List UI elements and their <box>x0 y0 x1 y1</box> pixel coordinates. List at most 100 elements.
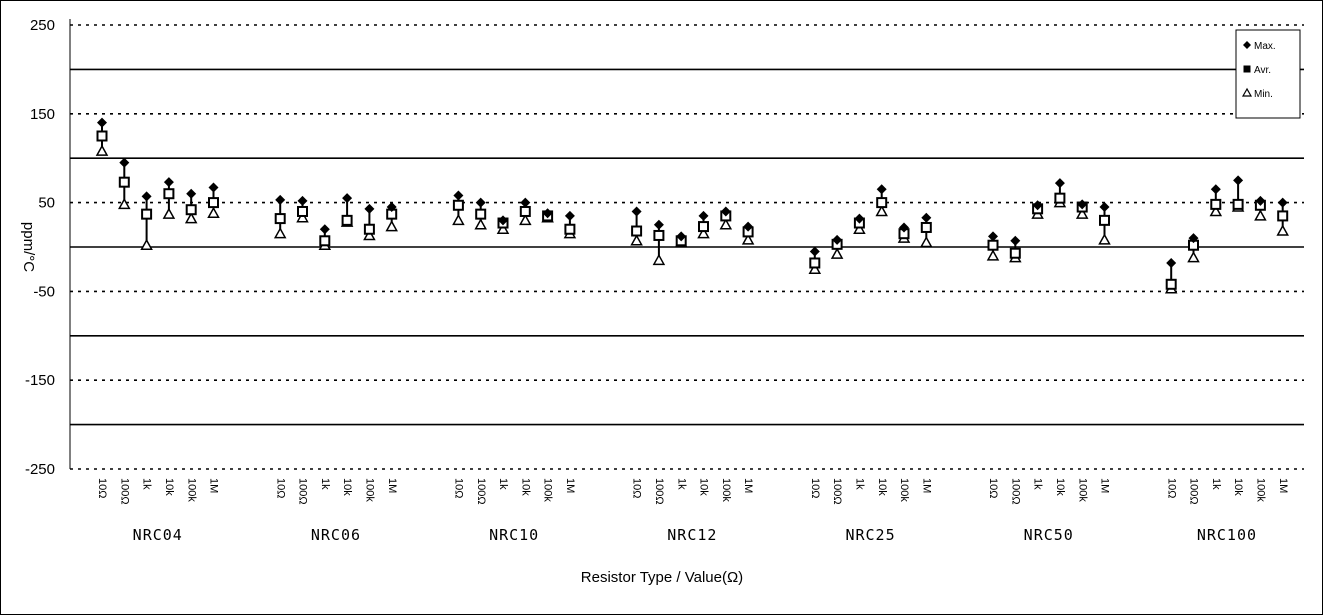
x-category-label: 1k <box>1210 478 1222 490</box>
x-category-label: 1M <box>1099 478 1111 493</box>
max-marker <box>698 210 709 221</box>
avg-marker <box>1009 247 1021 259</box>
min-marker <box>273 227 287 239</box>
min-marker <box>1187 251 1200 263</box>
x-category-label: 1M <box>564 478 576 493</box>
x-category-label: 10k <box>1232 478 1244 496</box>
max-marker <box>988 231 998 242</box>
max-marker <box>1077 199 1088 210</box>
avg-marker <box>274 213 286 225</box>
min-marker <box>697 227 710 239</box>
x-category-label: 100Ω <box>653 478 665 505</box>
max-marker <box>1277 197 1288 208</box>
x-category-label: 1k <box>1032 478 1044 490</box>
grid <box>69 19 1304 470</box>
x-category-label: 1M <box>742 478 754 493</box>
y-tick-labels: 250 150 50 -50 -150 -250 <box>25 17 55 478</box>
x-category-label: 1M <box>920 478 932 493</box>
max-marker <box>1054 178 1065 189</box>
min-marker <box>1098 233 1111 245</box>
x-category-label: 100k <box>542 478 554 502</box>
max-marker <box>498 215 508 226</box>
x-category-label: 1k <box>319 478 331 490</box>
max-marker <box>475 197 486 208</box>
avg-marker <box>452 199 464 211</box>
max-marker <box>1010 235 1021 246</box>
min-marker <box>719 218 733 230</box>
min-marker <box>652 253 666 266</box>
min-marker <box>741 233 755 245</box>
max-marker <box>809 246 820 257</box>
x-category-label: 100Ω <box>118 478 130 505</box>
y-tick-label: -250 <box>25 461 55 478</box>
max-marker <box>386 202 397 213</box>
max-marker <box>921 212 932 223</box>
max-marker <box>364 203 375 214</box>
x-category-label: 10Ω <box>96 478 108 498</box>
avg-marker <box>1232 198 1244 210</box>
max-marker <box>186 188 197 199</box>
min-marker <box>1075 207 1089 219</box>
min-marker <box>207 206 220 219</box>
group-label: NRC10 <box>489 526 539 544</box>
avg-marker <box>96 130 108 142</box>
max-marker <box>743 221 754 232</box>
avg-marker <box>920 221 932 233</box>
x-category-label: 10Ω <box>987 478 999 498</box>
max-marker <box>832 234 843 245</box>
avg-marker <box>1277 210 1289 222</box>
min-marker <box>986 249 1000 261</box>
max-marker <box>542 208 553 219</box>
min-marker <box>1276 224 1289 236</box>
x-category-label: 1k <box>853 478 865 490</box>
min-marker <box>452 213 465 226</box>
legend-entry: Max. <box>1254 41 1276 52</box>
avg-marker <box>987 239 999 251</box>
avg-marker <box>319 235 331 247</box>
max-marker <box>899 222 909 233</box>
x-category-label: 10k <box>519 478 531 496</box>
min-marker <box>875 204 888 217</box>
min-marker <box>920 236 933 248</box>
avg-marker <box>1165 278 1177 290</box>
x-category-label: 100k <box>1254 478 1266 502</box>
avg-marker <box>208 197 219 209</box>
x-category-label: 1k <box>675 478 687 490</box>
group-label: NRC50 <box>1024 526 1074 544</box>
x-category-label: 1M <box>208 478 220 493</box>
max-marker <box>319 224 330 235</box>
x-category-label: 100k <box>1076 478 1088 502</box>
avg-marker <box>631 225 643 237</box>
max-marker <box>163 177 174 188</box>
x-category-label: 100k <box>363 478 375 502</box>
max-marker <box>520 197 531 208</box>
max-marker <box>876 184 887 195</box>
x-category-label: 10Ω <box>1165 478 1177 498</box>
y-tick-label: 250 <box>30 17 55 34</box>
group-label: NRC06 <box>311 526 361 544</box>
x-category-label: 1k <box>497 478 509 490</box>
avg-marker <box>698 221 709 233</box>
max-marker <box>453 190 464 201</box>
legend-entry: Min. <box>1254 89 1273 100</box>
data-series <box>95 117 1289 294</box>
max-marker <box>141 191 152 202</box>
avg-marker <box>564 223 576 235</box>
x-category-label: 100Ω <box>1188 478 1200 505</box>
avg-marker <box>876 197 888 209</box>
group-labels: NRC04 NRC06 NRC10 NRC12 NRC25 NRC50 NRC100 <box>133 526 1256 544</box>
avg-marker <box>1210 198 1222 210</box>
avg-marker <box>185 204 197 216</box>
max-marker <box>720 206 731 217</box>
x-category-label: 10Ω <box>452 478 464 498</box>
avg-marker <box>363 223 375 235</box>
y-tick-label: -50 <box>33 283 55 300</box>
min-marker <box>853 222 866 234</box>
avg-marker <box>341 214 353 226</box>
min-marker <box>496 222 510 234</box>
max-marker <box>1032 200 1043 211</box>
avg-marker <box>1099 214 1110 226</box>
x-category-label: 10k <box>341 478 353 496</box>
max-marker <box>1233 175 1244 186</box>
avg-marker <box>163 188 175 200</box>
